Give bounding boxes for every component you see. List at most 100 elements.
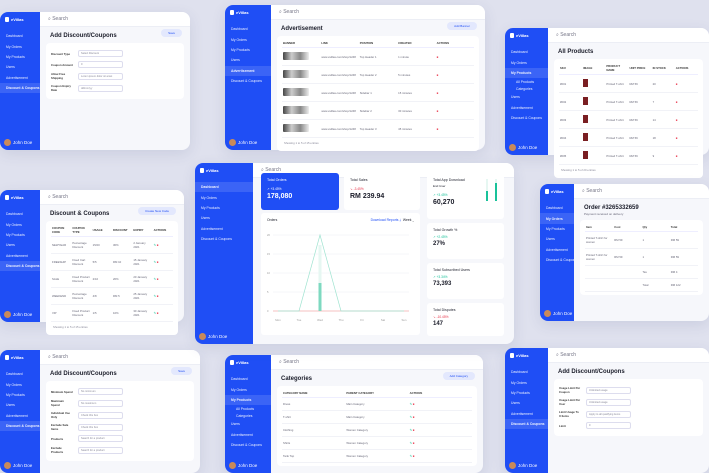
- field-input[interactable]: No minimum: [78, 388, 123, 395]
- user-profile[interactable]: John Doe: [199, 333, 227, 340]
- table-row[interactable]: #004 Printed T-shirt RM 59 18 ■: [559, 128, 698, 147]
- table-row[interactable]: Printed T-shirt for women RM 59 1 RM 59: [585, 248, 698, 266]
- sidebar-item-dashboard[interactable]: Dashboard: [546, 206, 563, 211]
- delete-icon[interactable]: ■: [156, 311, 159, 315]
- sidebar-item-users[interactable]: Users: [511, 95, 520, 100]
- edit-icon[interactable]: ✎: [409, 428, 413, 432]
- table-row[interactable]: www.evillas.com/shop/1248 Sidebar 2 30 min…: [282, 101, 474, 120]
- sidebar-item-discount-coupons[interactable]: Discount & Coupons: [231, 443, 262, 448]
- sidebar-item-users[interactable]: Users: [231, 58, 240, 63]
- table-row[interactable]: Tank Top Women Category ✎ ■: [282, 449, 472, 463]
- table-row[interactable]: www.evillas.com/shop/1248 Sidebar 1 15 min…: [282, 83, 474, 102]
- sidebar-item-users[interactable]: Users: [6, 65, 15, 70]
- sidebar-item-my-products[interactable]: My Products: [511, 390, 530, 395]
- sidebar-item-users[interactable]: Users: [511, 401, 520, 406]
- user-profile[interactable]: John Doe: [509, 144, 537, 151]
- sidebar-item-my-products[interactable]: My Products: [6, 232, 25, 237]
- sidebar-item-discount-coupons[interactable]: Discount & Coupons: [511, 116, 542, 121]
- sidebar-item-my-orders[interactable]: My Orders: [201, 195, 217, 200]
- save-button[interactable]: Save: [171, 367, 192, 375]
- user-profile[interactable]: John Doe: [4, 311, 32, 318]
- sidebar-item-my-orders[interactable]: My Orders: [6, 44, 22, 49]
- field-input[interactable]: Lorem ipsum dolor sit amet: [78, 72, 123, 80]
- search-input[interactable]: ⌕ Search: [271, 5, 485, 20]
- search-input[interactable]: ⌕ Search: [40, 350, 200, 365]
- sidebar-item-dashboard[interactable]: Dashboard: [195, 182, 253, 193]
- delete-icon[interactable]: ■: [412, 428, 415, 432]
- user-profile[interactable]: John Doe: [509, 462, 537, 469]
- add-banner-button[interactable]: Add Banner: [447, 22, 477, 30]
- search-input[interactable]: ⌕ Search: [548, 348, 709, 363]
- field-input[interactable]: Check this box: [78, 411, 123, 419]
- sidebar-item-dashboard[interactable]: Dashboard: [511, 50, 528, 55]
- sidebar-item-my-products[interactable]: My Products: [231, 47, 250, 52]
- sidebar-item-my-orders[interactable]: My Orders: [6, 382, 22, 387]
- delete-icon[interactable]: ■: [675, 117, 678, 122]
- sidebar-item-dashboard[interactable]: Dashboard: [6, 212, 23, 217]
- sidebar-item-my-orders[interactable]: My Orders: [6, 222, 22, 227]
- sidebar-item-advertisement[interactable]: Advertisement: [6, 253, 28, 258]
- sidebar-item-my-orders[interactable]: My Orders: [540, 213, 574, 224]
- edit-icon[interactable]: ✎: [153, 294, 157, 298]
- table-row[interactable]: #003 Printed T-shirt RM 59 14 ■: [559, 110, 698, 129]
- table-row[interactable]: #001 Printed T-shirt RM 59 20 ■: [559, 74, 698, 93]
- delete-icon[interactable]: ■: [436, 108, 439, 113]
- user-profile[interactable]: John Doe: [544, 310, 572, 317]
- edit-icon[interactable]: ✎: [153, 260, 157, 264]
- sidebar-item-advertisement[interactable]: Advertisement: [511, 411, 533, 416]
- add-category-button[interactable]: Add Category: [442, 372, 475, 380]
- delete-icon[interactable]: ■: [156, 294, 159, 298]
- table-row[interactable]: #005 Printed T-shirt RM 59 9 ■: [559, 146, 698, 165]
- delete-icon[interactable]: ■: [436, 54, 439, 59]
- table-row[interactable]: NEWYEAR Percentage Discount 15/20 30% 2 Janu…: [51, 236, 173, 254]
- sidebar-item-discount-coupons[interactable]: Discount & Coupons: [0, 420, 40, 432]
- create-new-code-button[interactable]: Create New Code: [138, 207, 176, 215]
- field-input[interactable]: Apply to all qualifying items: [586, 410, 631, 418]
- delete-icon[interactable]: ■: [675, 81, 678, 86]
- delete-icon[interactable]: ■: [156, 243, 159, 247]
- sidebar-item-users[interactable]: Users: [201, 216, 210, 221]
- search-input[interactable]: ⌕ Search: [548, 28, 709, 43]
- delete-icon[interactable]: ■: [412, 454, 415, 458]
- sidebar-item-my-products[interactable]: My Products: [6, 54, 25, 59]
- table-row[interactable]: Tax RM 4: [585, 265, 698, 279]
- delete-icon[interactable]: ■: [675, 135, 678, 140]
- sidebar-item-discount-coupons[interactable]: Discount & Coupons: [0, 260, 40, 272]
- delete-icon[interactable]: ■: [412, 441, 415, 445]
- edit-icon[interactable]: ✎: [409, 402, 413, 406]
- table-row[interactable]: www.evillas.com/shop/1248 Top Header 3 45 …: [282, 119, 474, 138]
- delete-icon[interactable]: ■: [675, 153, 678, 158]
- sidebar-subitem-categories[interactable]: Categories: [516, 86, 533, 91]
- edit-icon[interactable]: ✎: [153, 311, 157, 315]
- sidebar-item-my-products[interactable]: My Products: [201, 205, 220, 210]
- delete-icon[interactable]: ■: [436, 90, 439, 95]
- edit-icon[interactable]: ✎: [153, 277, 157, 281]
- search-input[interactable]: ⌕ Search: [271, 355, 483, 370]
- sidebar-item-discount-coupons[interactable]: Discount & Coupons: [546, 258, 574, 263]
- sidebar-subitem-all-products[interactable]: All Products: [236, 406, 255, 411]
- table-row[interactable]: Clothing Women Category ✎ ■: [282, 423, 472, 437]
- edit-icon[interactable]: ✎: [153, 243, 157, 247]
- field-input[interactable]: Search for a product: [78, 446, 123, 454]
- sidebar-item-users[interactable]: Users: [546, 237, 555, 242]
- sidebar-item-users[interactable]: Users: [231, 422, 240, 427]
- sidebar-item-my-products[interactable]: My Products: [225, 394, 271, 406]
- sidebar-item-discount-coupons[interactable]: Discount & Coupons: [201, 237, 232, 242]
- sidebar-item-dashboard[interactable]: Dashboard: [6, 34, 23, 39]
- field-input[interactable]: 0: [586, 422, 631, 429]
- sidebar-item-dashboard[interactable]: Dashboard: [6, 372, 23, 377]
- edit-icon[interactable]: ✎: [409, 441, 413, 445]
- sidebar-item-my-products[interactable]: My Products: [546, 226, 565, 231]
- table-row[interactable]: WEEKEND Percentage Discount 4/8 RM 5 25 Janu…: [51, 287, 173, 305]
- sidebar-item-my-products[interactable]: My Products: [505, 67, 548, 79]
- sidebar-item-my-orders[interactable]: My Orders: [231, 387, 247, 392]
- sidebar-item-users[interactable]: Users: [6, 243, 15, 248]
- delete-icon[interactable]: ■: [412, 415, 415, 419]
- delete-icon[interactable]: ■: [675, 99, 678, 104]
- table-row[interactable]: Dress Main Category ✎ ■: [282, 397, 472, 411]
- search-input[interactable]: ⌕ Search: [40, 190, 184, 205]
- sidebar-item-advertisement[interactable]: Advertisement: [511, 105, 533, 110]
- delete-icon[interactable]: ■: [156, 277, 159, 281]
- table-row[interactable]: FREESHIP Fixed Cart Discount 5/5 RM 10 15 Ja…: [51, 253, 173, 271]
